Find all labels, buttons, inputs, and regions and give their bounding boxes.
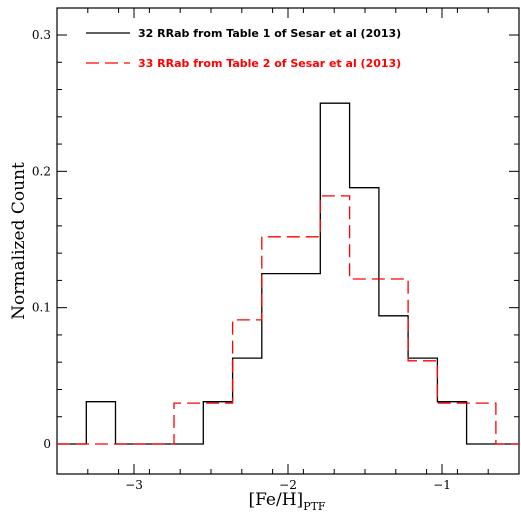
axis-tick-labels: −3 −2 −1 0 0.1 0.2 0.3 xyxy=(32,28,451,492)
y-tick-label: 0.3 xyxy=(32,28,51,42)
histogram-series-2 xyxy=(57,195,519,445)
x-tick-label: −2 xyxy=(279,478,297,492)
y-axis-label: Normalized Count xyxy=(9,162,29,320)
histogram-series-1 xyxy=(57,102,519,445)
series-lines xyxy=(57,102,519,445)
x-axis-label-main: [Fe/H] xyxy=(248,490,303,510)
y-tick-label: 0.2 xyxy=(32,164,51,178)
x-axis-label-subscript: PTF xyxy=(303,500,326,513)
legend-label-series-1: 32 RRab from Table 1 of Sesar et al (201… xyxy=(138,27,401,40)
x-tick-label: −1 xyxy=(433,478,451,492)
x-tick-label: −3 xyxy=(125,478,143,492)
legend-label-series-2: 33 RRab from Table 2 of Sesar et al (201… xyxy=(138,57,401,70)
x-axis-label: [Fe/H]PTF xyxy=(248,490,325,513)
axis-ticks xyxy=(56,8,520,474)
plot-frame xyxy=(56,7,520,475)
y-tick-label: 0.1 xyxy=(32,301,51,315)
y-tick-label: 0 xyxy=(43,437,51,451)
legend: 32 RRab from Table 1 of Sesar et al (201… xyxy=(86,27,401,70)
